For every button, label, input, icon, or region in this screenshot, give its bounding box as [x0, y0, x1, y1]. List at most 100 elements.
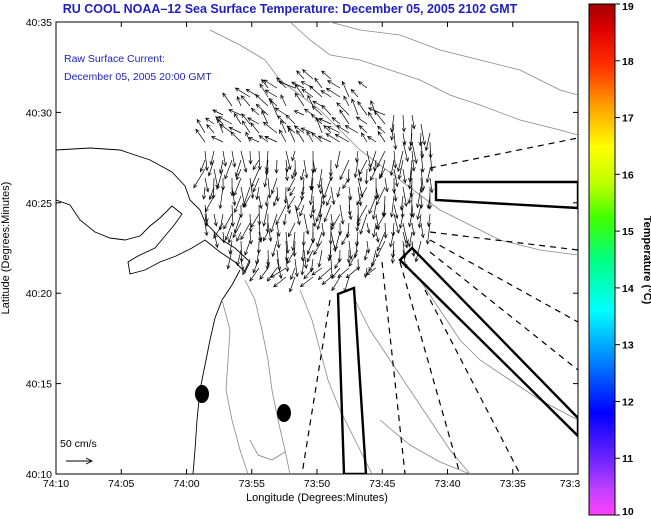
current-vector [401, 114, 406, 133]
current-vector [213, 231, 219, 249]
current-vector [226, 249, 233, 270]
current-vector [209, 150, 215, 166]
current-vector [228, 109, 242, 116]
y-axis-ticks: 40:35 40:30 40:25 40:20 40:15 40:10 [26, 17, 578, 481]
current-vector [334, 133, 350, 143]
x-tick-label: 73:3 [560, 478, 581, 490]
x-tick-label: 73:35 [500, 478, 526, 490]
current-vector [368, 150, 377, 173]
current-vector [270, 213, 278, 233]
current-vector [303, 213, 310, 235]
current-vector [259, 83, 269, 98]
colorbar-tick-label: 10 [622, 506, 634, 518]
current-vector [249, 177, 255, 199]
current-vector [408, 213, 413, 228]
y-tick-label: 40:30 [26, 107, 52, 119]
current-vector [424, 132, 431, 152]
current-vector [402, 186, 408, 207]
radar-dashed-lines [301, 137, 578, 474]
current-vector [247, 117, 260, 125]
current-vector [299, 204, 305, 217]
current-vector [318, 177, 324, 195]
current-vector [311, 132, 323, 143]
current-vector [365, 267, 377, 276]
current-vector [199, 159, 206, 173]
current-vector [255, 103, 269, 116]
current-vector [252, 159, 260, 171]
current-vector [276, 231, 281, 249]
current-vector [288, 222, 296, 238]
current-vector [420, 123, 427, 146]
current-vector [303, 159, 309, 179]
current-vector [258, 195, 263, 210]
current-vector [238, 204, 244, 219]
bathymetry-contours [209, 22, 578, 474]
current-vector [408, 159, 413, 183]
current-vector [252, 258, 260, 274]
current-vector [407, 231, 413, 248]
current-vector [361, 132, 368, 143]
current-vector [296, 129, 305, 143]
colorbar-ticks: 19 18 17 16 15 14 13 12 11 10 [615, 1, 634, 518]
current-vector [228, 126, 242, 134]
current-vector [420, 222, 425, 239]
current-vector [389, 231, 395, 248]
current-vector [316, 213, 323, 231]
current-vector [222, 92, 233, 107]
current-vector [348, 240, 353, 260]
current-vector [376, 240, 386, 259]
current-vector [274, 159, 279, 174]
current-vector [284, 168, 289, 182]
current-vector [308, 186, 314, 206]
colorbar-tick-label: 18 [622, 56, 634, 68]
current-vector [301, 88, 314, 98]
current-vector [393, 132, 398, 150]
current-vector [306, 130, 314, 143]
current-vector [267, 222, 273, 243]
current-vector [262, 231, 269, 242]
current-vector [252, 177, 260, 193]
current-vector [321, 186, 326, 206]
current-vector [425, 168, 431, 184]
current-vector [240, 150, 248, 173]
current-vector [235, 168, 242, 181]
current-vector [318, 118, 332, 125]
current-vector [205, 117, 215, 125]
current-vector [351, 98, 359, 116]
current-vector [336, 186, 341, 198]
current-vector [357, 81, 368, 89]
current-vector [359, 213, 368, 235]
current-vector [271, 240, 278, 258]
current-vector [293, 159, 298, 177]
current-vector [331, 276, 341, 292]
current-vector [193, 168, 206, 189]
current-vector [218, 186, 224, 210]
x-tick-label: 74:10 [43, 478, 69, 490]
current-vector [285, 258, 290, 273]
current-vector [300, 168, 305, 181]
current-vector [196, 118, 206, 134]
current-vector [321, 222, 326, 237]
current-vector [316, 231, 323, 248]
current-vector [389, 159, 395, 177]
current-vector [272, 195, 278, 207]
current-vector [204, 177, 210, 193]
current-vector [420, 150, 425, 173]
current-vector [259, 267, 269, 280]
current-vector [294, 92, 305, 107]
current-vector [402, 249, 408, 269]
current-vector [303, 267, 314, 280]
current-vector [363, 249, 368, 261]
current-vector [326, 126, 341, 134]
current-vector [258, 231, 263, 243]
current-vector [393, 204, 399, 220]
current-vector [317, 267, 332, 281]
current-vector [290, 267, 296, 281]
current-vector [343, 276, 350, 293]
current-vector [250, 122, 260, 134]
colorbar-tick-label: 12 [622, 396, 634, 408]
current-vector [296, 70, 305, 80]
current-vector [323, 204, 332, 223]
current-vector [373, 109, 386, 125]
current-vector [331, 116, 341, 125]
